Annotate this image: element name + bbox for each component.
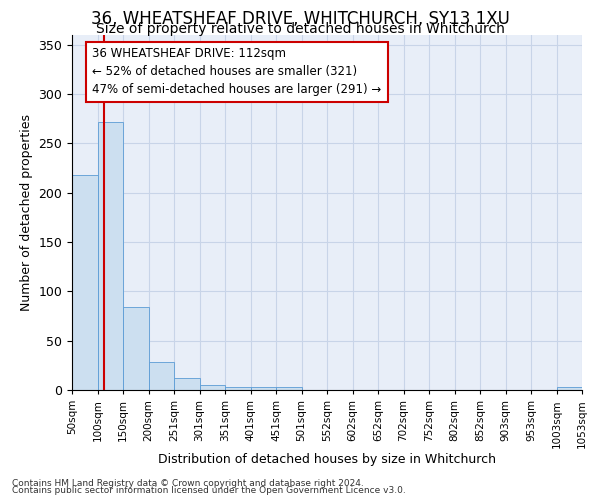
Bar	[123, 307, 149, 390]
X-axis label: Distribution of detached houses by size in Whitchurch: Distribution of detached houses by size …	[158, 453, 496, 466]
Bar	[174, 378, 199, 390]
Bar	[72, 175, 97, 390]
Text: Contains public sector information licensed under the Open Government Licence v3: Contains public sector information licen…	[12, 486, 406, 495]
Bar	[199, 385, 225, 390]
Bar	[251, 387, 276, 390]
Text: 36, WHEATSHEAF DRIVE, WHITCHURCH, SY13 1XU: 36, WHEATSHEAF DRIVE, WHITCHURCH, SY13 1…	[91, 10, 509, 28]
Text: Contains HM Land Registry data © Crown copyright and database right 2024.: Contains HM Land Registry data © Crown c…	[12, 478, 364, 488]
Bar	[97, 122, 123, 390]
Y-axis label: Number of detached properties: Number of detached properties	[20, 114, 33, 311]
Bar	[557, 387, 582, 390]
Bar	[225, 387, 251, 390]
Bar	[149, 362, 174, 390]
Text: 36 WHEATSHEAF DRIVE: 112sqm
← 52% of detached houses are smaller (321)
47% of se: 36 WHEATSHEAF DRIVE: 112sqm ← 52% of det…	[92, 48, 382, 96]
Text: Size of property relative to detached houses in Whitchurch: Size of property relative to detached ho…	[95, 22, 505, 36]
Bar	[276, 387, 302, 390]
